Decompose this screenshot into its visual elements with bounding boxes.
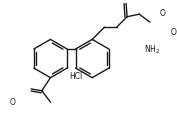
Text: O: O bbox=[10, 98, 15, 107]
Text: O: O bbox=[171, 28, 177, 37]
Text: O: O bbox=[160, 9, 166, 18]
Text: HCl: HCl bbox=[69, 72, 82, 81]
Text: NH$_2$: NH$_2$ bbox=[144, 44, 160, 56]
